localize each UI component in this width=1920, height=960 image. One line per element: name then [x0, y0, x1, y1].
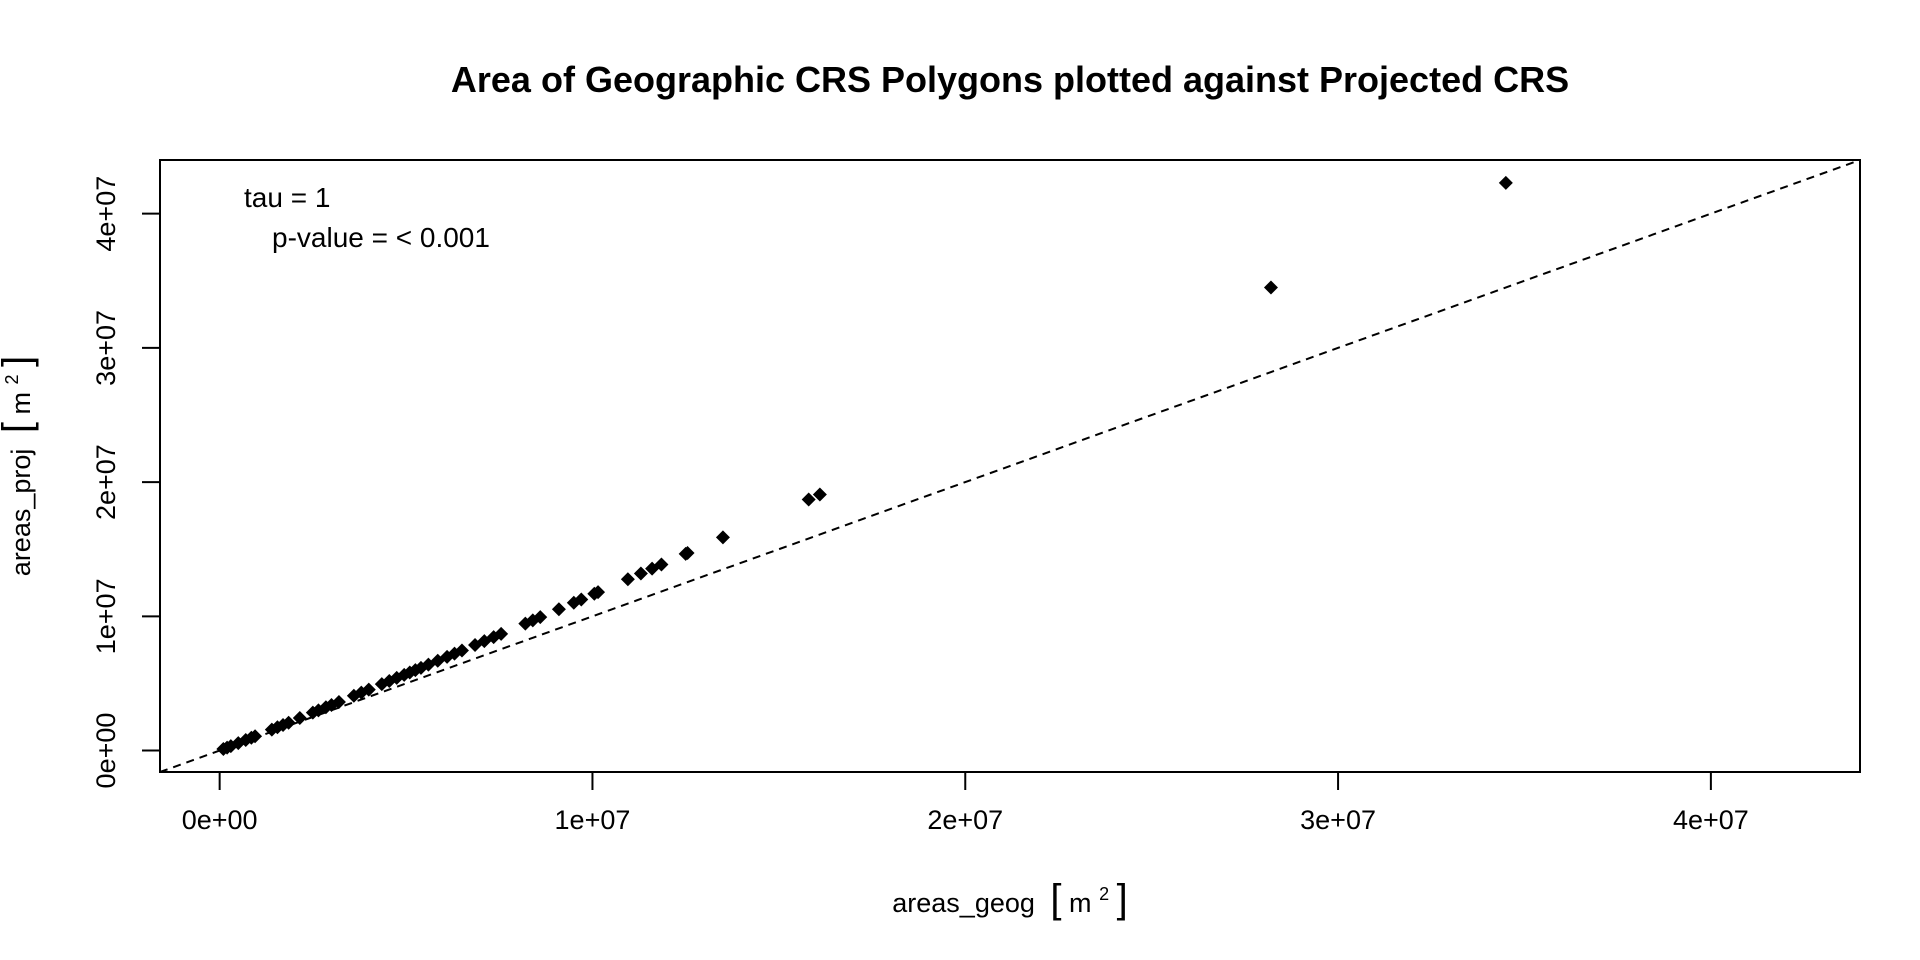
y-axis: 0e+00 1e+07 2e+07 3e+07 4e+07: [91, 176, 161, 789]
data-point: [620, 572, 635, 587]
data-point: [574, 592, 589, 607]
data-point: [654, 557, 669, 572]
data-point: [812, 487, 827, 502]
y-axis-label-text: areas_proj: [6, 449, 36, 577]
reference-line: [159, 159, 1861, 773]
y-tick-label: 4e+07: [91, 176, 121, 252]
y-tick-label: 3e+07: [91, 310, 121, 386]
data-point: [281, 715, 296, 730]
x-axis-unit-exp: 2: [1099, 884, 1109, 904]
y-axis-unit-base: m: [6, 392, 36, 415]
x-tick-label: 1e+07: [555, 805, 631, 835]
data-point: [715, 530, 730, 545]
data-point: [551, 602, 566, 617]
x-tick-label: 0e+00: [182, 805, 258, 835]
data-point: [1498, 175, 1513, 190]
data-point: [801, 492, 816, 507]
x-axis-unit-base: m: [1069, 888, 1092, 918]
tau-annotation: tau = 1: [244, 182, 330, 213]
data-point: [248, 729, 263, 744]
data-point: [494, 626, 509, 641]
y-axis-title: areas_proj [ m 2 ]: [0, 356, 39, 576]
x-axis-label-text: areas_geog: [892, 888, 1035, 918]
x-tick-label: 4e+07: [1673, 805, 1749, 835]
data-point: [292, 711, 307, 726]
y-axis-label: areas_proj [ m 2 ]: [0, 356, 39, 576]
x-tick-label: 2e+07: [927, 805, 1003, 835]
x-axis-title: areas_geog [ m 2 ]: [892, 876, 1127, 921]
y-axis-unit-exp: 2: [2, 374, 22, 384]
data-point: [361, 682, 376, 697]
chart-title: Area of Geographic CRS Polygons plotted …: [451, 59, 1569, 100]
data-points: [216, 175, 1513, 757]
p-value-annotation: p-value = < 0.001: [272, 222, 490, 253]
x-axis: 0e+00 1e+07 2e+07 3e+07 4e+07: [182, 771, 1749, 835]
data-point: [633, 566, 648, 581]
y-tick-label: 1e+07: [91, 578, 121, 654]
y-tick-label: 0e+00: [91, 713, 121, 789]
x-axis-label: areas_geog [ m 2 ]: [892, 876, 1127, 921]
x-tick-label: 3e+07: [1300, 805, 1376, 835]
data-point: [591, 585, 606, 600]
data-point: [1263, 280, 1278, 295]
data-point: [331, 694, 346, 709]
data-point: [454, 643, 469, 658]
y-tick-label: 2e+07: [91, 444, 121, 520]
data-point: [680, 545, 695, 560]
data-point: [533, 610, 548, 625]
